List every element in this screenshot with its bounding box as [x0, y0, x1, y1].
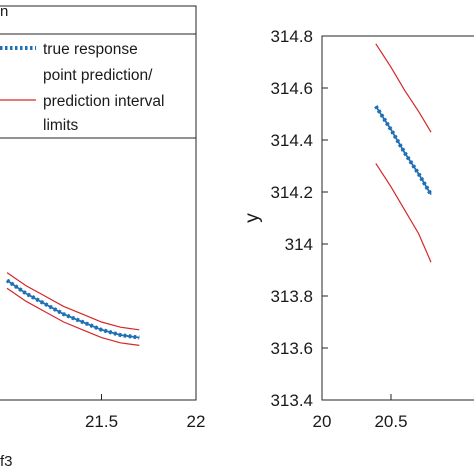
left-x-tick-label: 21.5 [85, 412, 118, 431]
legend-label-interval: prediction interval [43, 93, 164, 110]
right-series-true-response [374, 105, 433, 196]
left-series-true-response [5, 278, 140, 340]
left-axes-frame [0, 5, 197, 401]
right-axes-frame [321, 35, 474, 401]
right-y-tick-label: 314.4 [270, 131, 313, 150]
right-y-tick-label: 313.4 [270, 391, 313, 410]
legend-label-true-response: true response [43, 41, 138, 58]
right-series-lower-limit [375, 163, 432, 263]
left-plot-area [5, 272, 140, 346]
legend-label-interval-line2: limits [43, 117, 79, 134]
right-x-tick-label: 20 [313, 412, 332, 431]
right-y-tick-label: 314.6 [270, 79, 313, 98]
left-series-upper-limit [6, 272, 140, 331]
legend-box [0, 33, 197, 139]
left-series-lower-limit [6, 287, 140, 346]
left-x-tick-label: 22 [187, 412, 206, 431]
legend-label-point-prediction: point prediction/ [43, 67, 153, 84]
right-y-tick-label: 314.2 [270, 183, 313, 202]
fragment-bottom-left: f3 [0, 453, 13, 470]
left-panel: 21.5 22 n f3 true response point predicti… [0, 3, 205, 470]
right-series-upper-limit [375, 43, 432, 133]
right-y-axis-label: y [242, 213, 263, 223]
legend: true response point prediction/ predicti… [0, 33, 197, 139]
right-x-ticks: 20 20.5 [313, 394, 408, 431]
right-plot-area [374, 43, 433, 263]
right-panel: 313.4 313.6 313.8 314 314.2 314.4 314.6 314.8 2… [242, 27, 474, 431]
right-y-tick-label: 313.6 [270, 339, 313, 358]
right-y-tick-label: 313.8 [270, 287, 313, 306]
right-y-tick-label: 314.8 [270, 27, 313, 46]
right-y-ticks: 313.4 313.6 313.8 314 314.2 314.4 314.6 314.8 [270, 27, 328, 410]
left-x-ticks: 21.5 22 [85, 394, 206, 431]
right-y-tick-label: 314 [285, 235, 313, 254]
fragment-top-left: n [0, 3, 8, 20]
right-x-tick-label: 20.5 [374, 412, 407, 431]
left-series-point-prediction [6, 279, 140, 339]
